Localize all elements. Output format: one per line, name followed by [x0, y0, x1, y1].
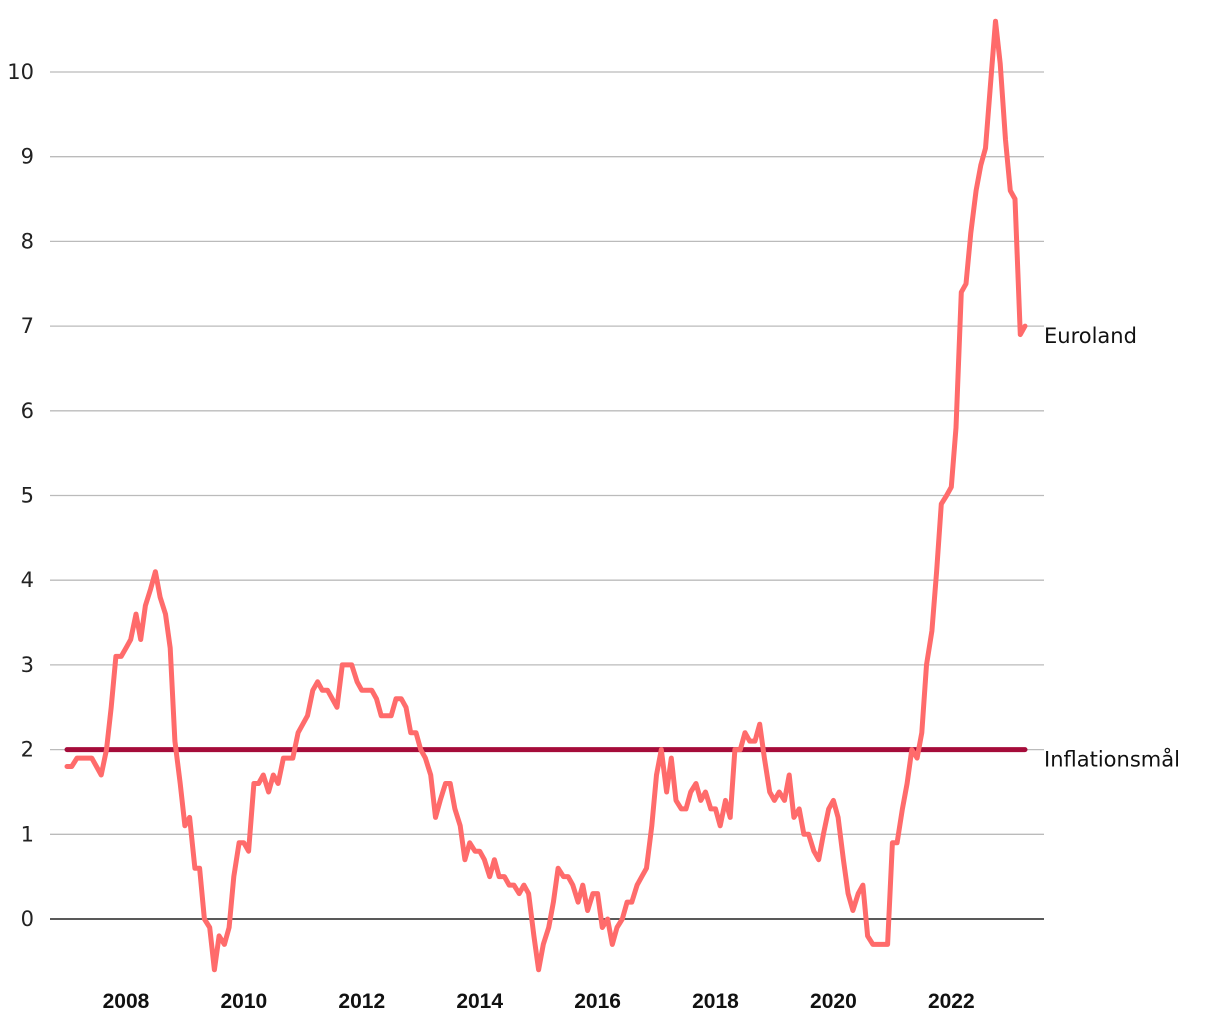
x-tick-label: 2010 [221, 990, 268, 1013]
x-tick-label: 2014 [456, 990, 503, 1013]
series-label-inflationsmal: Inflationsmål [1044, 747, 1180, 772]
y-tick-label: 7 [21, 314, 34, 338]
x-tick-label: 2016 [574, 990, 621, 1013]
y-tick-label: 6 [21, 399, 34, 423]
x-tick-label: 2022 [928, 990, 975, 1013]
y-tick-label: 9 [21, 145, 34, 169]
y-tick-label: 4 [21, 568, 34, 592]
y-tick-label: 2 [21, 738, 34, 762]
gridlines [50, 71, 1044, 920]
y-tick-label: 3 [21, 653, 34, 677]
series-line-euroland [64, 18, 1028, 973]
y-tick-label: 5 [21, 484, 34, 508]
y-tick-label: 10 [7, 60, 34, 84]
x-tick-label: 2012 [338, 990, 385, 1013]
series-label-euroland: Euroland [1044, 324, 1137, 348]
series-labels: Euroland Inflationsmål [1044, 324, 1180, 771]
x-axis-ticks: 2008 2010 2012 2014 2016 2018 2020 2022 [103, 990, 975, 1013]
y-axis-ticks: 0 1 2 3 4 5 6 7 8 9 10 [7, 60, 34, 931]
y-tick-label: 0 [21, 907, 34, 931]
y-tick-label: 8 [21, 229, 34, 253]
x-tick-label: 2018 [692, 990, 739, 1013]
x-tick-label: 2020 [810, 990, 857, 1013]
series-lines [64, 18, 1028, 973]
x-tick-label: 2008 [103, 990, 150, 1013]
y-tick-label: 1 [21, 822, 34, 846]
